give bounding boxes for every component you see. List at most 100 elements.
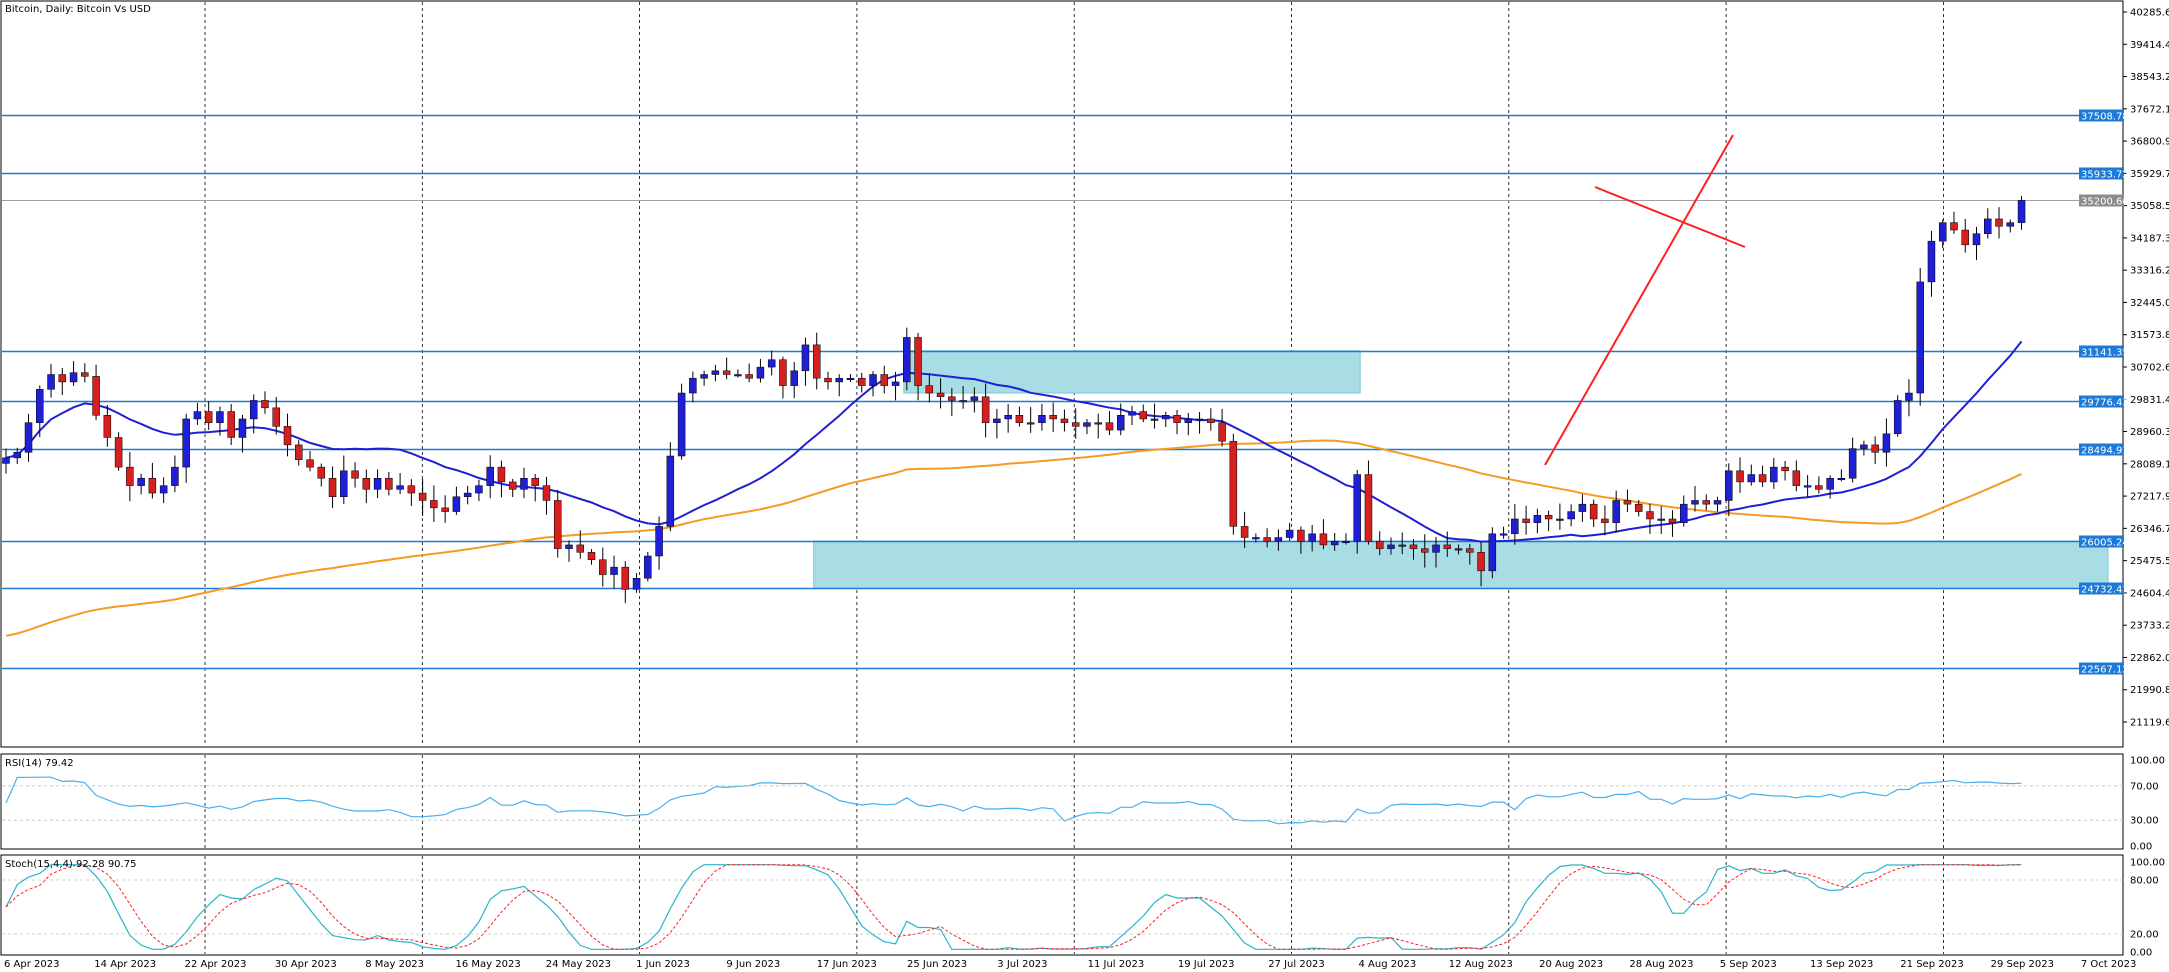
y-tick-label: 22862.04	[2130, 653, 2169, 664]
y-tick-label: 36800.92	[2130, 137, 2169, 148]
candle-body	[835, 377, 843, 383]
main-title: Bitcoin, Daily: Bitcoin Vs USD	[5, 4, 151, 15]
x-tick-label: 14 Apr 2023	[94, 959, 156, 970]
candle-body	[587, 552, 596, 560]
x-tick-label: 11 Jul 2023	[1088, 959, 1145, 970]
candle-body	[891, 381, 900, 386]
stoch-axis-label: 100.00	[2130, 858, 2165, 869]
candle-body	[1837, 477, 1846, 480]
candle-body	[1454, 548, 1463, 551]
candle-body	[1353, 474, 1361, 542]
candle-body	[1927, 240, 1936, 283]
candle-body	[1488, 533, 1497, 572]
candle-body	[1409, 544, 1418, 549]
candle-body	[1713, 500, 1722, 505]
candle-body	[1499, 533, 1508, 536]
candle-body	[24, 422, 33, 453]
candle-body	[92, 376, 100, 416]
y-tick-label: 25475.58	[2130, 556, 2169, 567]
candle-body	[1195, 418, 1204, 421]
candle-body	[1758, 474, 1767, 483]
candle-body	[812, 344, 821, 379]
candle-body	[47, 374, 55, 390]
x-tick-label: 8 May 2023	[365, 959, 424, 970]
candle-body	[182, 418, 190, 468]
candle-body	[2006, 222, 2015, 227]
x-tick-label: 28 Aug 2023	[1629, 959, 1693, 970]
candle-body	[1038, 415, 1046, 423]
y-tick-label: 34187.38	[2130, 233, 2169, 244]
candle-body	[81, 372, 89, 377]
candle-body	[58, 374, 67, 383]
candle-body	[126, 466, 134, 486]
candle-body	[677, 392, 686, 457]
candle-body	[553, 500, 562, 549]
y-tick-label: 24604.40	[2130, 588, 2169, 599]
candle-body	[1083, 422, 1091, 427]
y-tick-label: 28089.12	[2130, 459, 2169, 470]
candle-body	[463, 492, 472, 498]
candle-body	[497, 466, 506, 483]
candle-body	[1026, 422, 1035, 425]
candle-body	[1826, 477, 1834, 490]
current-price-tag	[2079, 194, 2124, 207]
candle-body	[801, 344, 810, 372]
candle-body	[486, 466, 494, 486]
candle-body	[858, 377, 866, 386]
candle-body	[385, 477, 393, 490]
x-tick-label: 17 Jun 2023	[817, 959, 877, 970]
level-tag-label: 28494.91	[2081, 446, 2129, 457]
candle-body	[1736, 470, 1744, 483]
y-tick-label: 28960.30	[2130, 427, 2169, 438]
y-tick-label: 37672.10	[2130, 104, 2169, 115]
x-tick-label: 27 Jul 2023	[1268, 959, 1325, 970]
candle-body	[1533, 515, 1542, 523]
candle-body	[1285, 529, 1294, 538]
candle-body	[903, 337, 911, 383]
candle-body	[599, 559, 607, 575]
candle-body	[1387, 544, 1395, 549]
stoch-axis-label: 80.00	[2130, 876, 2159, 887]
candle-body	[610, 566, 618, 575]
candle-body	[508, 481, 517, 490]
candle-body	[1961, 229, 1969, 246]
candle-body	[351, 470, 359, 479]
candle-body	[1679, 503, 1688, 523]
candle-body	[340, 470, 348, 498]
stoch-panel: 100.00 80.00 20.00 0.00 Stoch(15,4,4) 92.28…	[0, 854, 2165, 959]
candle-body	[621, 566, 630, 590]
candle-body	[204, 411, 213, 423]
candle-body	[1634, 503, 1643, 512]
candle-body	[1882, 433, 1891, 453]
x-tick-label: 6 Apr 2023	[4, 959, 59, 970]
x-axis: 6 Apr 2023 14 Apr 2023 22 Apr 2023 30 Apr 2…	[4, 959, 2136, 970]
candle-body	[1229, 440, 1238, 527]
candle-body	[914, 337, 922, 386]
candle-body	[1218, 422, 1226, 442]
x-tick-label: 25 Jun 2023	[907, 959, 967, 970]
level-tag	[2079, 535, 2124, 548]
candle-body	[1567, 511, 1575, 520]
candle-body	[644, 555, 652, 579]
candle-body	[2, 457, 10, 464]
candle-body	[283, 426, 292, 446]
x-tick-label: 5 Sep 2023	[1720, 959, 1777, 970]
candle-body	[1105, 422, 1114, 431]
candle-body	[1004, 415, 1012, 420]
level-tag	[2079, 109, 2124, 122]
candle-body	[970, 396, 979, 401]
y-tick-label: 33316.20	[2130, 266, 2169, 277]
level-tag	[2079, 395, 2124, 408]
x-tick-label: 3 Jul 2023	[997, 959, 1047, 970]
candle-body	[1511, 518, 1519, 535]
candle-body	[1240, 526, 1249, 538]
candle-body	[959, 400, 967, 403]
candle-body	[1781, 466, 1789, 472]
candle-body	[1342, 540, 1350, 543]
candle-body	[171, 466, 179, 486]
candle-body	[1297, 529, 1305, 542]
candle-body	[711, 370, 720, 375]
x-tick-label: 29 Sep 2023	[1991, 959, 2054, 970]
candle-body	[734, 374, 742, 377]
